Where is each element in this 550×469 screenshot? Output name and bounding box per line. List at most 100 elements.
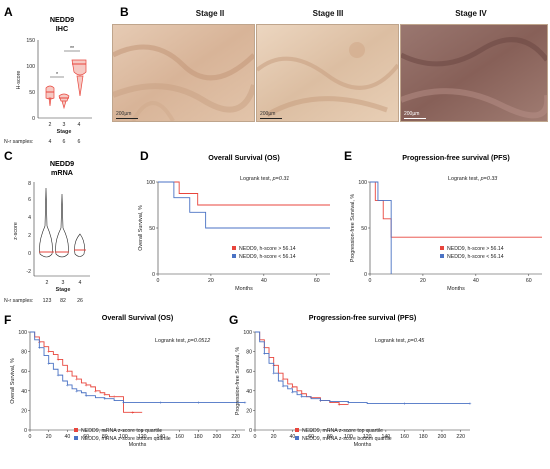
ytick: 0 [32,116,35,122]
xtick-label: 120 [138,434,147,440]
panel-letter-a: A [4,5,13,19]
panel-a-ylabel: H-score [16,71,22,90]
logrank-stat: Logrank test, p=0.33 [448,176,497,182]
censor-mark: + [291,390,294,396]
ytick: 0 [28,251,31,257]
logrank-stat: Logrank test, p=0.0512 [155,338,210,344]
panel-d-title: Overall Survival (OS) [208,153,280,162]
xtick-label: 60 [83,434,89,440]
scale-label: 200µm [260,111,276,117]
panel-a: A NEDD9 IHC 0 50 100 150 H-score * ** 2 … [4,5,92,145]
ytick-label: 100 [146,180,155,186]
censor-mark: + [85,394,88,400]
panel-letter-g: G [229,313,238,327]
violin-stage-2 [45,85,55,107]
xtick-label: 60 [526,278,532,284]
scale-bar [260,118,282,119]
censor-mark: + [347,401,350,407]
km-curve-low [158,181,330,229]
xtick-label: 60 [314,278,320,284]
xtick-label: 40 [261,278,267,284]
xtick: 4 [78,122,81,128]
xtick-label: 200 [438,434,447,440]
legend-label: NEDD9, h-score < 56.14 [447,254,504,260]
xtick-label: 180 [419,434,428,440]
xtick-label: 40 [65,434,71,440]
xtick-label: 0 [254,434,257,440]
panel-c-ylabel: z-score [13,222,19,240]
xtick-label: 0 [157,278,160,284]
scale-bar [116,118,138,119]
y-axis-label: Progression-free Survival, % [235,347,241,416]
panel-c-title-1: NEDD9 [50,159,74,168]
y-axis-label: Overall Survival, % [10,358,16,404]
xtick-label: 60 [308,434,314,440]
censor-mark: + [75,377,78,383]
censor-mark: + [57,357,60,363]
censor-mark: + [469,402,472,408]
xtick-label: 80 [102,434,108,440]
ihc-image-stage-iv: 200µm [400,24,548,122]
scale-label: 200µm [404,111,420,117]
ytick-label: 40 [21,389,27,395]
legend-label: NEDD9, h-score > 56.14 [447,246,504,252]
nr-value: 4 [49,139,52,145]
censor-mark: + [103,393,106,399]
ihc-image-stage-iii: 200µm [256,24,399,122]
legend-label: NEDD9, mRNA z-score top quartile [302,428,383,434]
panel-letter-b-svg: B [120,5,129,19]
stage-iv-label: Stage IV [455,9,487,18]
km-curve-low [255,331,470,404]
censor-mark: + [272,371,275,377]
legend-swatch [295,436,299,440]
legend-swatch [232,254,236,258]
panel-d: D Overall Survival (OS) Logrank test, p=0.… [138,149,330,292]
ytick-label: 20 [21,408,27,414]
panel-a-yticks: 0 50 100 150 [26,38,35,122]
censor-mark: + [57,373,60,379]
panel-letter-c: C [4,149,13,163]
xtick-label: 0 [369,278,372,284]
ytick: 4 [28,215,31,221]
censor-mark: + [85,383,88,389]
ytick-label: 50 [361,226,367,232]
xtick: 2 [46,280,49,286]
panel-c: C NEDD9 mRNA -2 0 2 4 6 8 z-score 2 3 4 … [4,149,90,304]
censor-mark: + [131,410,134,416]
xtick-label: 120 [363,434,372,440]
ytick-label: 80 [246,350,252,356]
logrank-stat: Logrank test, p=0.31 [240,176,289,182]
legend-label: NEDD9, h-score < 56.14 [239,254,296,260]
censor-mark: + [94,389,97,395]
xtick-label: 80 [327,434,333,440]
p-value: p=0.0512 [187,338,211,344]
censor-mark: + [338,403,341,409]
ytick-label: 0 [364,272,367,278]
legend-swatch [74,428,78,432]
xtick-label: 20 [208,278,214,284]
km-curve-low [370,181,392,274]
x-axis-label: Months [235,286,253,292]
censor-mark: + [47,350,50,356]
legend-swatch [232,246,236,250]
xtick-label: 40 [473,278,479,284]
x-axis-label: Months [447,286,465,292]
panel-f: F Overall Survival (OS) Logrank test, p=0.… [4,313,247,448]
xtick-label: 200 [213,434,222,440]
censor-mark: + [122,401,125,407]
xtick-label: 100 [344,434,353,440]
ytick: 6 [28,197,31,203]
legend-swatch [440,246,444,250]
p-value: p=0.31 [272,176,290,182]
censor-mark: + [47,361,50,367]
x-axis-label: Months [354,442,372,448]
ytick-label: 0 [152,272,155,278]
panel-c-xlabel: Stage [56,287,71,293]
ytick-label: 60 [21,369,27,375]
ytick-label: 50 [149,226,155,232]
censor-mark: + [75,389,78,395]
xtick-label: 220 [231,434,240,440]
sig-star-2: ** [70,46,74,52]
censor-mark: + [66,383,69,389]
km-curve-high [370,181,542,238]
